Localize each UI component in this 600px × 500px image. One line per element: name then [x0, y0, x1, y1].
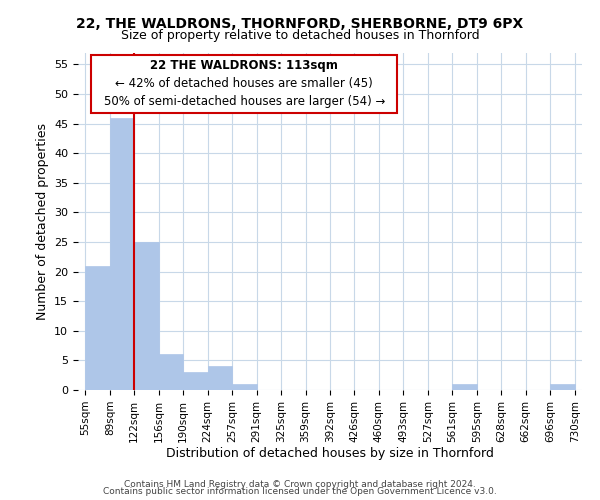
Text: 50% of semi-detached houses are larger (54) →: 50% of semi-detached houses are larger (…: [104, 95, 385, 108]
Bar: [208, 366, 232, 390]
Text: Size of property relative to detached houses in Thornford: Size of property relative to detached ho…: [121, 29, 479, 42]
FancyBboxPatch shape: [91, 56, 397, 113]
Bar: [134, 242, 159, 390]
Text: ← 42% of detached houses are smaller (45): ← 42% of detached houses are smaller (45…: [115, 77, 373, 90]
Text: Contains HM Land Registry data © Crown copyright and database right 2024.: Contains HM Land Registry data © Crown c…: [124, 480, 476, 489]
Bar: [452, 384, 477, 390]
Bar: [183, 372, 208, 390]
Bar: [232, 384, 257, 390]
Y-axis label: Number of detached properties: Number of detached properties: [35, 122, 49, 320]
Text: 22, THE WALDRONS, THORNFORD, SHERBORNE, DT9 6PX: 22, THE WALDRONS, THORNFORD, SHERBORNE, …: [76, 18, 524, 32]
Text: 22 THE WALDRONS: 113sqm: 22 THE WALDRONS: 113sqm: [151, 59, 338, 72]
Bar: [159, 354, 183, 390]
X-axis label: Distribution of detached houses by size in Thornford: Distribution of detached houses by size …: [166, 448, 494, 460]
Bar: [110, 118, 134, 390]
Bar: [85, 266, 110, 390]
Bar: [550, 384, 575, 390]
Text: Contains public sector information licensed under the Open Government Licence v3: Contains public sector information licen…: [103, 488, 497, 496]
